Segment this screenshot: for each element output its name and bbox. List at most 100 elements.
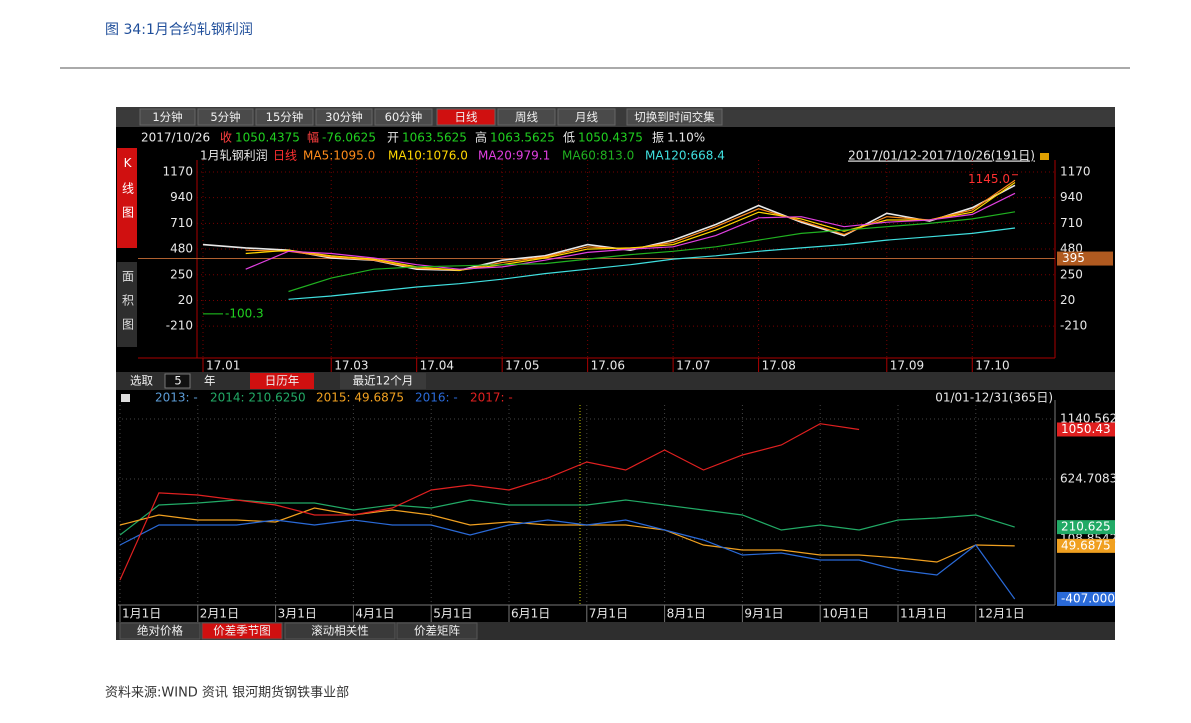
period-button[interactable]: [250, 373, 314, 389]
y-tick-label: 624.7083: [1060, 471, 1117, 485]
value-tag-label: 1050.43: [1061, 422, 1111, 436]
legend-entry: 2017: -: [470, 391, 513, 405]
quote-label: 低: [563, 131, 575, 145]
legend-entry: 2013: -: [155, 391, 198, 405]
bottom-tab[interactable]: [284, 622, 396, 640]
y-tick-label: 710: [1060, 216, 1083, 230]
toolbar-button[interactable]: [374, 108, 433, 126]
value-tag-label: 210.625: [1061, 520, 1111, 534]
y-tick-label: -210: [166, 319, 193, 333]
toolbar-label: 日线: [455, 110, 478, 124]
period-button-label: 日历年: [265, 374, 300, 388]
figure-title: 图 34:1月合约轧钢利润: [105, 22, 253, 38]
x-tick-label: 17.06: [591, 359, 625, 373]
y-tick-label: 250: [1060, 267, 1083, 281]
x-tick-label: 17.03: [334, 359, 368, 373]
legend-entry: MA120:668.4: [645, 149, 725, 163]
x-tick-label: 6月1日: [511, 607, 550, 621]
series-name: 1月轧钢利润: [200, 149, 268, 163]
source: 资料来源:WIND 资讯 银河期货钢铁事业部: [105, 685, 349, 701]
series-line: [119, 507, 1015, 563]
bottom-tab[interactable]: [396, 622, 478, 640]
toolbar-button[interactable]: [255, 108, 314, 126]
x-tick-label: 17.08: [762, 359, 796, 373]
toolbar-label: 60分钟: [385, 110, 423, 124]
toolbar-label: 5分钟: [210, 110, 240, 124]
legend-entry: 2015: 49.6875: [316, 391, 404, 405]
quote-label: 幅: [307, 130, 319, 145]
year-box[interactable]: [164, 373, 191, 389]
toolbar-button[interactable]: [557, 108, 616, 126]
y-tick-label: 1140.562: [1060, 412, 1117, 426]
period-select-label: 选取: [130, 374, 153, 388]
bottom-tab-label: 价差季节图: [213, 624, 271, 638]
series-line: [119, 519, 1016, 600]
x-tick-label: 17.09: [890, 359, 924, 373]
x-tick-label: 17.01: [206, 359, 240, 373]
bottom-tab-label: 价差矩阵: [414, 624, 460, 638]
legend-entry: MA10:1076.0: [388, 149, 468, 163]
quote-value: -76.0625: [322, 131, 376, 145]
quote-label: 振: [652, 131, 664, 145]
quote-label: 高: [475, 130, 487, 145]
bottom-tab[interactable]: [201, 622, 283, 640]
bottom-tab-label: 绝对价格: [137, 624, 183, 638]
toolbar-button[interactable]: [139, 108, 196, 126]
series-line: [119, 499, 1015, 536]
side-tab[interactable]: [117, 148, 137, 248]
legend-entry: 2014: 210.6250: [210, 391, 306, 405]
x-tick-label: 3月1日: [278, 607, 317, 621]
toolbar-label: 切换到时间交集: [634, 110, 715, 124]
x-tick-label: 7月1日: [589, 607, 628, 621]
quote-date: 2017/10/26: [141, 131, 210, 145]
toolbar-button[interactable]: [436, 108, 496, 126]
year-value: 5: [174, 374, 181, 388]
price-tag-label: 395: [1062, 251, 1085, 265]
quote-value: 1050.4375: [235, 131, 300, 145]
toolbar-button[interactable]: [315, 108, 373, 126]
x-tick-label: 10月1日: [822, 607, 869, 621]
y-tick-label: 250: [170, 267, 193, 281]
bottom-tab[interactable]: [119, 622, 201, 640]
x-tick-label: 1月1日: [122, 607, 161, 621]
x-tick-label: 5月1日: [433, 607, 472, 621]
legend-entry: MA20:979.1: [478, 149, 550, 163]
y-tick-label: 20: [1060, 293, 1075, 307]
toolbar-label: 周线: [515, 110, 538, 124]
high-label: 1145.0: [968, 172, 1010, 186]
x-tick-label: 12月1日: [978, 607, 1025, 621]
side-tab[interactable]: [117, 262, 137, 347]
y-tick-label: 1170: [162, 164, 193, 178]
legend-entry: MA5:1095.0: [303, 149, 375, 163]
period-label: 日线: [273, 149, 297, 163]
side-tab-label: K线图: [121, 156, 135, 230]
quote-label: 开: [387, 131, 399, 145]
toolbar-button[interactable]: [626, 108, 723, 126]
y-tick-label: 1170: [1060, 164, 1091, 178]
y-tick-label: -210: [1060, 319, 1087, 333]
y-tick-label: 940: [1060, 190, 1083, 204]
range-label: 2017/01/12-2017/10/26(191日): [848, 149, 1035, 163]
series-line: [245, 182, 1016, 271]
year-unit: 年: [204, 374, 216, 388]
value-tag-label: -407.000: [1061, 591, 1115, 605]
toolbar-button[interactable]: [197, 108, 254, 126]
x-tick-label: 17.04: [420, 359, 454, 373]
x-tick-label: 4月1日: [355, 607, 394, 621]
low-label: -100.3: [225, 306, 264, 320]
side-tab-label: 面积图: [121, 270, 135, 342]
lock-icon: [1040, 153, 1049, 160]
price-tag: [1057, 251, 1113, 266]
x-tick-label: 11月1日: [900, 607, 947, 621]
toolbar-button[interactable]: [497, 108, 556, 126]
quote-value: 1050.4375: [578, 131, 643, 145]
period-button-label: 最近12个月: [353, 374, 414, 388]
value-tag: [1057, 520, 1115, 535]
x-tick-label: 2月1日: [200, 607, 239, 621]
period-button[interactable]: [340, 373, 426, 389]
quote-value: 1063.5625: [490, 131, 555, 145]
x-tick-label: 17.10: [975, 359, 1009, 373]
value-tag: [1057, 591, 1115, 606]
